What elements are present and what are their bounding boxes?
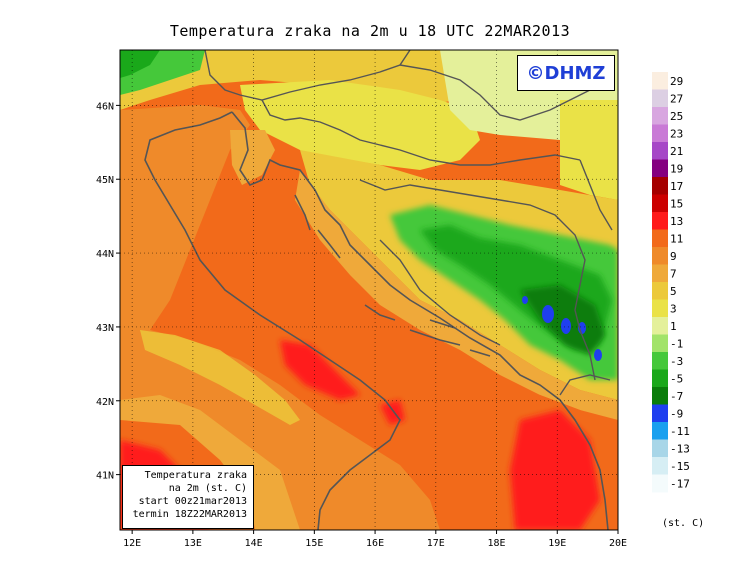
legend-label: 25: [670, 110, 683, 123]
legend-label: 23: [670, 127, 683, 140]
lat-tick-label: 42N: [96, 397, 114, 408]
legend-label: 29: [670, 75, 683, 88]
legend-swatch: [652, 72, 668, 90]
lon-tick-label: 20E: [609, 538, 627, 549]
legend-swatch: [652, 369, 668, 388]
legend-label: 21: [670, 145, 683, 158]
lon-tick-label: 13E: [184, 538, 202, 549]
legend-label: 19: [670, 162, 683, 175]
color-legend: 29 27 25 23 21 19 17 15 13 11 9 7 5 3 1 -1 -3 -5 -7 -9 -11 -1…: [652, 72, 690, 493]
legend-swatch: [652, 142, 668, 160]
legend-label: -5: [670, 372, 683, 385]
legend-swatch: [652, 264, 668, 283]
legend-label: 5: [670, 285, 677, 298]
legend-label: 13: [670, 215, 683, 228]
lat-tick-label: 45N: [96, 175, 114, 186]
lon-tick-label: 14E: [245, 538, 263, 549]
legend-label: 15: [670, 197, 683, 210]
lat-tick-label: 44N: [96, 249, 114, 260]
legend-swatch: [652, 299, 668, 318]
longitude-labels: 12E 13E 14E 15E 16E 17E 18E 19E 20E: [123, 530, 627, 549]
legend-unit: (st. C): [662, 518, 705, 529]
legend-label: -11: [670, 425, 690, 438]
copyright-box: ©DHMZ: [517, 55, 615, 91]
lat-tick-label: 41N: [96, 471, 114, 482]
legend-label: -15: [670, 460, 690, 473]
legend-swatch: [652, 387, 668, 405]
lat-tick-label: 46N: [96, 101, 114, 112]
legend-swatch: [652, 159, 668, 178]
legend-label: -9: [670, 407, 683, 420]
legend-swatch: [652, 212, 668, 230]
legend-label: 27: [670, 92, 683, 105]
legend-swatch: [652, 404, 668, 423]
legend-label: -1: [670, 337, 683, 350]
legend-label: -7: [670, 390, 683, 403]
info-line-2: na 2m (st. C): [168, 483, 247, 494]
coastlines: [144, 111, 609, 530]
legend-swatch: [652, 177, 668, 195]
lat-tick-label: 43N: [96, 323, 114, 334]
lon-tick-label: 18E: [488, 538, 506, 549]
legend-label: 11: [670, 232, 683, 245]
info-line-1: Temperatura zraka: [144, 470, 247, 481]
lon-tick-label: 17E: [427, 538, 445, 549]
map-frame: [119, 49, 619, 531]
legend-swatch: [652, 124, 668, 143]
temperature-field: [120, 50, 618, 530]
legend-label: 7: [670, 267, 677, 280]
lon-tick-label: 16E: [366, 538, 384, 549]
legend-swatch: [652, 107, 668, 125]
legend-swatch: [652, 439, 668, 458]
lon-tick-label: 12E: [123, 538, 141, 549]
legend-label: -17: [670, 477, 690, 490]
legend-swatch: [652, 194, 668, 213]
legend-swatch: [652, 334, 668, 353]
legend-swatch: [652, 457, 668, 475]
legend-label: 17: [670, 180, 683, 193]
legend-label: 1: [670, 320, 677, 333]
lon-tick-label: 19E: [548, 538, 566, 549]
legend-swatch: [652, 229, 668, 248]
lon-tick-label: 15E: [305, 538, 323, 549]
legend-label: 3: [670, 302, 677, 315]
latitude-labels: 41N 42N 43N 44N 45N 46N: [96, 101, 120, 482]
legend-label: -3: [670, 355, 683, 368]
legend-swatch: [652, 422, 668, 440]
legend-swatch: [652, 317, 668, 335]
legend-swatch: [652, 352, 668, 370]
legend-swatch: [652, 474, 668, 493]
map-title: Temperatura zraka na 2m u 18 UTC 22MAR20…: [169, 22, 571, 40]
legend-swatch: [652, 89, 668, 108]
info-line-4: termin 18Z22MAR2013: [132, 509, 247, 520]
borders: [204, 50, 613, 396]
info-line-3: start 00z21mar2013: [138, 496, 247, 507]
legend-label: 9: [670, 250, 677, 263]
map-grid: [120, 50, 618, 530]
legend-swatch: [652, 282, 668, 300]
info-box: Temperatura zraka na 2m (st. C) start 00…: [122, 465, 254, 529]
legend-label: -13: [670, 442, 690, 455]
legend-swatch: [652, 247, 668, 265]
